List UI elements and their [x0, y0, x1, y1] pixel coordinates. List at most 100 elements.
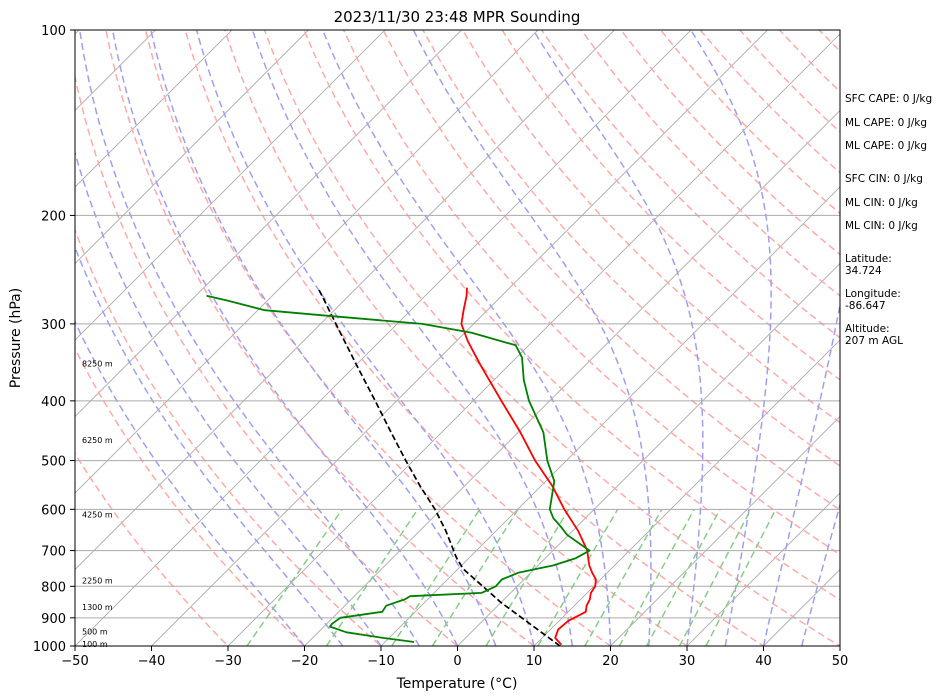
sounding-profiles: [206, 287, 597, 646]
mixing-ratio-line: [678, 508, 752, 646]
y-axis-label: Pressure (hPa): [8, 288, 24, 388]
dry-adiabat-line: [75, 73, 459, 646]
mixing-ratio-line: [645, 508, 721, 646]
moist-adiabat-line: [75, 150, 382, 646]
x-axis: −50 −40 −30 −20 −10 0 10 20 30 40 50: [61, 646, 848, 669]
dry-adiabat-line: [105, 30, 536, 646]
stat-text: Altitude:: [845, 323, 890, 335]
x-tick-label: 10: [526, 654, 543, 669]
isotherm-line: [227, 33, 840, 646]
stat-text: ML CAPE: 0 J/kg: [845, 140, 927, 152]
x-tick-label: 20: [602, 654, 619, 669]
height-label: 4250 m: [82, 511, 113, 520]
isotherm-line: [75, 30, 157, 112]
moist-adiabat-line: [75, 319, 306, 646]
y-tick-label: 700: [41, 545, 66, 560]
isotherm-line: [380, 186, 840, 646]
mixing-ratio-line: [431, 508, 519, 646]
mixing-ratio-line: [391, 508, 481, 646]
height-label: 100 m: [82, 640, 108, 649]
dry-adiabat-line: [461, 30, 840, 424]
x-tick-label: −30: [214, 654, 241, 669]
stat-text: ML CAPE: 0 J/kg: [845, 117, 927, 129]
x-tick-label: 50: [832, 654, 849, 669]
mixing-ratio-line: [537, 508, 619, 646]
height-labels: 100 m 500 m 1300 m 2250 m 4250 m 6250 m 8250 m: [82, 360, 113, 649]
moist-adiabat-line: [195, 30, 535, 646]
chart-title: 2023/11/30 23:48 MPR Sounding: [334, 8, 581, 26]
plot-frame: [74, 29, 841, 647]
dry-adiabat-line: [223, 30, 765, 646]
x-tick-label: −40: [138, 654, 165, 669]
isotherm-line: [150, 30, 769, 646]
moist-adiabat-line: [78, 30, 420, 646]
x-tick-label: −50: [61, 654, 88, 669]
stat-text: SFC CIN: 0 J/kg: [845, 173, 923, 185]
moist-adiabat-line: [111, 30, 459, 646]
mixing-ratio-line: [705, 508, 777, 646]
stat-text: -86.647: [845, 300, 886, 312]
y-tick-label: 900: [41, 612, 66, 627]
mixing-ratio-line: [618, 508, 695, 646]
x-tick-label: 30: [679, 654, 696, 669]
moist-adiabat-line: [532, 30, 704, 646]
dry-adiabat-line: [263, 30, 840, 646]
dry-adiabat-line: [75, 452, 230, 646]
stat-text: 207 m AGL: [845, 335, 903, 347]
dry-adiabat-line: [422, 30, 840, 467]
height-label: 1300 m: [82, 603, 113, 612]
moist-adiabat-line: [762, 301, 840, 646]
y-tick-label: 400: [41, 395, 66, 410]
height-label: 6250 m: [82, 436, 113, 445]
moist-adiabat-line: [690, 30, 772, 646]
isotherm-line: [609, 415, 840, 646]
x-tick-label: −20: [291, 654, 318, 669]
background-grid: [75, 16, 947, 659]
mixing-ratio-line: [584, 508, 663, 646]
x-tick-label: −10: [367, 654, 394, 669]
isotherm-line: [75, 30, 233, 188]
y-axis: 100 200 300 400 500 600 700 800 900 1000: [33, 24, 75, 655]
y-tick-label: 800: [41, 580, 66, 595]
moist-adiabat-line: [412, 30, 652, 646]
dry-adiabat-line: [144, 30, 612, 646]
stat-text: Latitude:: [845, 253, 892, 265]
height-label: 2250 m: [82, 577, 113, 586]
y-tick-label: 200: [41, 209, 66, 224]
dry-adiabat-line: [75, 347, 306, 646]
moist-adiabat-line: [150, 30, 497, 646]
parcel-path-line: [317, 287, 561, 646]
dry-adiabat-line: [541, 30, 840, 339]
dry-adiabat-line: [75, 228, 383, 646]
mixing-ratio-line: [246, 508, 343, 646]
y-tick-label: 300: [41, 318, 66, 333]
temperature-line: [460, 287, 597, 646]
height-label: 500 m: [82, 628, 108, 637]
dry-adiabat-line: [342, 30, 840, 556]
isotherm-line: [903, 16, 947, 659]
isotherm-line: [75, 30, 539, 494]
x-tick-label: 0: [453, 654, 461, 669]
dry-adiabat-line: [382, 30, 840, 511]
isotherm-line: [456, 262, 840, 646]
y-tick-label: 100: [41, 24, 66, 39]
stat-text: SFC CAPE: 0 J/kg: [845, 93, 932, 105]
stat-text: ML CIN: 0 J/kg: [845, 220, 918, 232]
isotherm-line: [75, 30, 692, 646]
stat-text: 34.724: [845, 265, 882, 277]
isobar-grid: [75, 30, 840, 646]
dry-adiabat-line: [184, 30, 689, 646]
moist-adiabat-line: [251, 30, 574, 646]
isotherm-line: [75, 30, 386, 341]
height-label: 8250 m: [82, 360, 113, 369]
moist-adiabat-line: [75, 245, 344, 646]
dry-adiabat-line: [580, 30, 840, 297]
x-axis-label: Temperature (°C): [396, 676, 518, 692]
stat-text: Longitude:: [845, 288, 901, 300]
y-tick-label: 600: [41, 503, 66, 518]
x-tick-label: 40: [755, 654, 772, 669]
dewpoint-line: [206, 294, 591, 643]
moist-adiabat-line: [801, 502, 840, 646]
isotherm-line: [75, 30, 310, 265]
